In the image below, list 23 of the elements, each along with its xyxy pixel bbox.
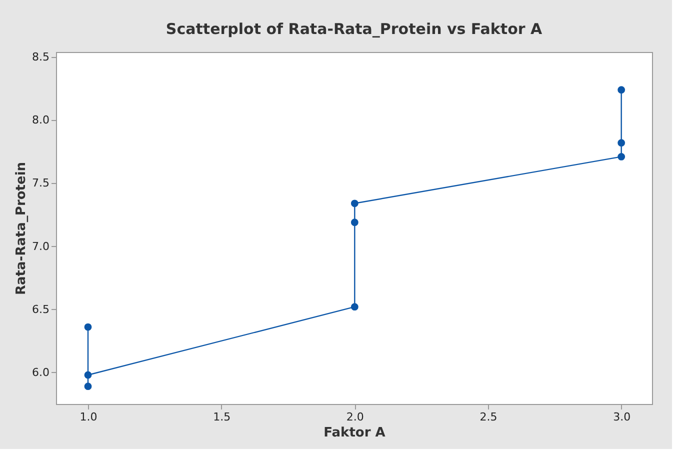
point [618, 139, 626, 147]
y-tick-label: 8.0 [32, 114, 50, 127]
y-tick-label: 8.5 [32, 50, 50, 64]
chart-title: Scatterplot of Rata-Rata_Protein vs Faktor A [166, 20, 542, 38]
x-tick-label: 2.5 [480, 410, 498, 424]
point [84, 382, 92, 390]
point [84, 371, 92, 379]
y-tick-label: 6.0 [32, 366, 50, 379]
x-tick-label: 3.0 [613, 410, 631, 424]
y-tick-label: 6.5 [32, 302, 50, 316]
point [84, 323, 92, 331]
y-tick-label: 7.5 [32, 176, 50, 190]
y-tick-label: 7.0 [32, 240, 50, 253]
x-tick-label: 1.0 [80, 410, 98, 424]
y-axis-title: Rata-Rata_Protein [14, 162, 30, 296]
point [350, 303, 358, 311]
x-axis-title: Faktor A [324, 426, 386, 440]
point [618, 86, 626, 94]
point [350, 200, 358, 208]
x-tick-label: 2.0 [346, 410, 364, 424]
point [350, 218, 358, 226]
x-tick-label: 1.5 [213, 410, 231, 424]
point [618, 153, 626, 160]
